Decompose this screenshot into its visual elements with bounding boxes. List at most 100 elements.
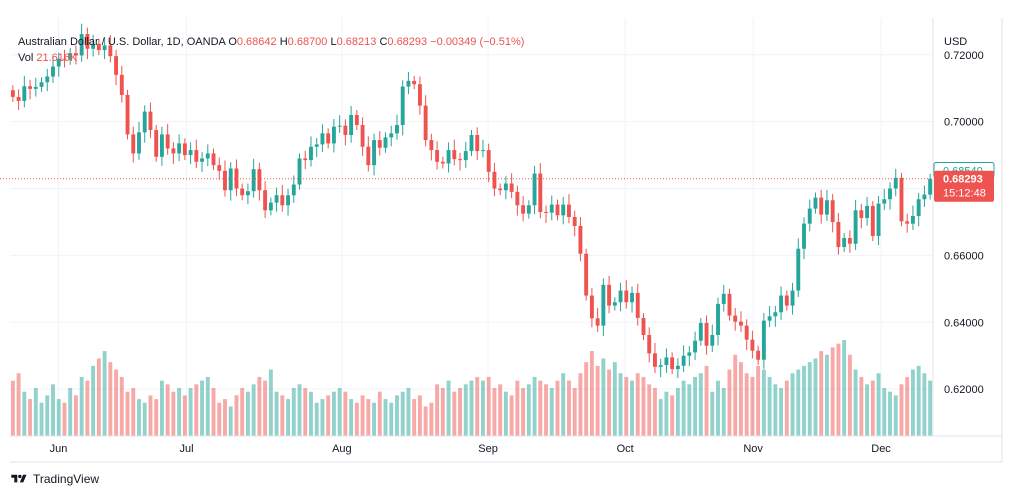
volume-bars: [10, 340, 933, 436]
candle: [555, 199, 560, 221]
candle-body: [876, 203, 881, 237]
volume-bar: [458, 388, 462, 436]
candle: [893, 168, 898, 197]
volume-bar: [893, 395, 898, 436]
volume-bar: [16, 373, 21, 436]
candle: [56, 52, 61, 77]
candle-body: [314, 144, 319, 147]
candle-body: [744, 325, 749, 340]
price-axis-currency: USD: [944, 36, 967, 48]
volume-bar: [119, 376, 124, 436]
candle: [475, 127, 480, 161]
candle: [842, 233, 847, 253]
price-axis[interactable]: USD 0.720000.700000.680000.660000.640000…: [944, 36, 984, 396]
candle-body: [521, 205, 526, 214]
candle: [853, 199, 858, 251]
volume-bar: [515, 380, 520, 436]
candle-body: [452, 150, 457, 160]
candle-body: [194, 150, 199, 162]
volume-bar: [888, 391, 892, 436]
volume-bar: [830, 347, 835, 436]
candle: [882, 188, 887, 210]
candle-body: [383, 137, 388, 148]
volume-bar: [670, 395, 675, 436]
candle: [635, 283, 640, 326]
volume-bar: [125, 391, 130, 436]
candle: [561, 196, 566, 225]
candle: [102, 37, 107, 60]
volume-bar: [618, 373, 623, 436]
candle: [28, 79, 33, 100]
candle: [578, 216, 583, 262]
price-tick-label: 0.62000: [944, 384, 984, 396]
candle: [337, 115, 342, 134]
volume-bar: [257, 376, 262, 436]
price-tag-last-text: 0.68293: [943, 174, 983, 186]
volume-bar: [767, 376, 772, 436]
candle: [240, 183, 245, 201]
volume-bar: [612, 362, 617, 436]
candle: [372, 133, 376, 176]
candle-body: [721, 293, 726, 304]
volume-bar: [664, 391, 669, 436]
candle: [584, 248, 589, 301]
candle-body: [492, 171, 497, 189]
volume-bar: [555, 380, 560, 436]
candle: [802, 217, 806, 260]
volume-bar: [687, 384, 692, 436]
candle: [188, 142, 193, 165]
candle: [303, 150, 308, 170]
candle-body: [779, 295, 784, 313]
volume-bar: [320, 399, 325, 436]
candle-body: [853, 210, 858, 244]
candle-body: [905, 221, 910, 224]
candle-body: [291, 184, 296, 196]
candle: [228, 162, 233, 201]
volume-bar: [853, 369, 858, 436]
candle: [681, 345, 686, 373]
volume-bar: [549, 388, 554, 436]
volume-bar: [62, 402, 67, 436]
volume-bar: [865, 384, 870, 436]
volume-bar: [761, 369, 766, 436]
candle-body: [463, 151, 468, 161]
candle: [865, 196, 870, 226]
candle-body: [165, 134, 170, 149]
volume-bar: [526, 384, 531, 436]
candle: [159, 126, 164, 166]
price-tag-last: 0.68293 15:12:48: [934, 170, 994, 202]
candle: [177, 134, 182, 162]
candle-body: [440, 161, 445, 164]
candle-body: [51, 66, 55, 77]
candle-body: [96, 43, 101, 51]
volume-bar: [240, 388, 245, 436]
candle-body: [435, 150, 440, 162]
candle-body: [842, 238, 847, 248]
candle: [91, 34, 96, 57]
candle: [354, 109, 359, 131]
candle: [549, 195, 554, 221]
brand-footer[interactable]: TradingView: [10, 472, 99, 486]
candle-body: [653, 353, 657, 367]
candle: [481, 139, 485, 158]
candle: [710, 324, 715, 353]
candle-body: [28, 86, 33, 89]
candle-body: [612, 302, 617, 306]
volume-bar: [383, 399, 388, 436]
candle: [761, 312, 766, 369]
volume-bar: [532, 376, 537, 436]
volume-bar: [211, 388, 216, 436]
candle-body: [641, 317, 646, 336]
candle-body: [458, 159, 462, 161]
time-axis[interactable]: Jun Jul Aug Sep Oct Nov Dec: [50, 443, 892, 455]
candle-body: [10, 90, 15, 97]
volume-bar: [309, 391, 313, 436]
volume-bar: [96, 358, 101, 436]
volume-bar: [217, 402, 222, 436]
candle-body: [400, 86, 405, 126]
volume-bar: [406, 388, 411, 436]
candle-body: [698, 322, 703, 341]
candle: [813, 192, 818, 214]
